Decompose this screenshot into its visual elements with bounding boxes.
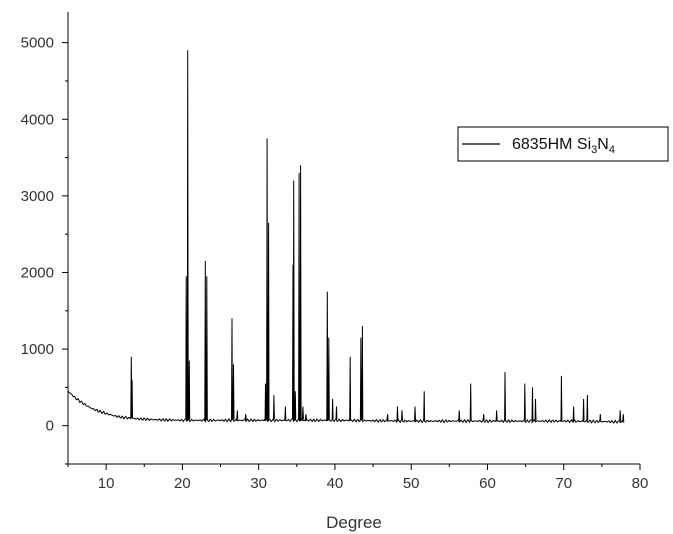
y-tick-label: 1000 [21,341,54,358]
x-axis-ticks: 10 20 30 40 50 60 70 80 [67,464,649,492]
x-tick-label: 80 [632,475,649,492]
y-tick-label: 3000 [21,188,54,205]
x-tick-label: 40 [327,475,344,492]
y-tick-label: 4000 [21,111,54,128]
x-axis-title: Degree [326,513,382,532]
x-tick-label: 50 [403,475,420,492]
x-tick-label: 20 [174,475,191,492]
y-axis-ticks: 0 1000 2000 3000 4000 5000 [21,35,68,465]
legend: 6835HM Si3N4 [457,126,669,162]
series-line-6835HM [67,50,625,424]
y-tick-label: 2000 [21,264,54,281]
plot-area: 10 20 30 40 50 60 70 80 0 1000 2000 3000 4000 5000 [21,12,649,492]
legend-label: 6835HM Si3N4 [512,136,615,156]
y-tick-label: 5000 [21,35,54,52]
x-tick-label: 70 [555,475,572,492]
x-tick-label: 60 [479,475,496,492]
y-tick-label: 0 [46,418,54,435]
x-tick-label: 30 [250,475,267,492]
x-tick-label: 10 [98,475,115,492]
